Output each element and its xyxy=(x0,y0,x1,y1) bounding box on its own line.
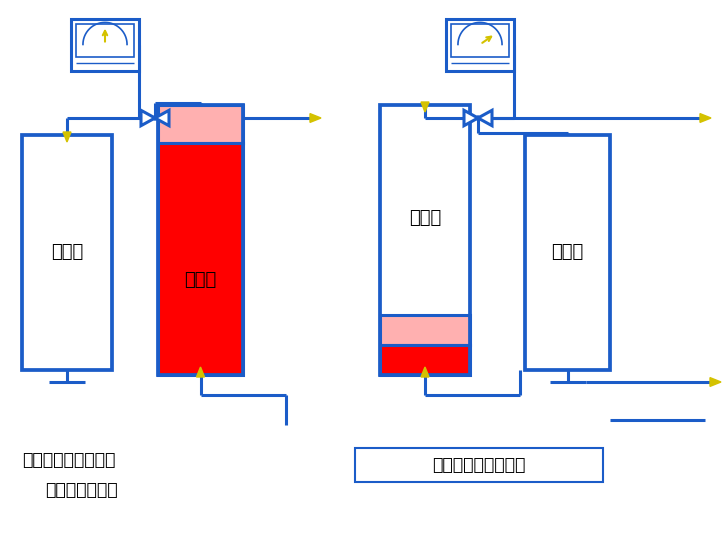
Polygon shape xyxy=(710,378,721,386)
Polygon shape xyxy=(155,111,169,126)
Bar xyxy=(451,24,509,57)
Polygon shape xyxy=(197,367,205,377)
Bar xyxy=(380,345,470,375)
Polygon shape xyxy=(63,132,71,142)
Bar xyxy=(76,24,134,57)
Text: 干燥腔: 干燥腔 xyxy=(184,272,217,289)
Polygon shape xyxy=(700,114,711,122)
Circle shape xyxy=(476,116,480,120)
Bar xyxy=(380,315,470,345)
Circle shape xyxy=(153,116,157,120)
Text: 再生气消耗停止: 再生气消耗停止 xyxy=(45,481,118,499)
Polygon shape xyxy=(421,102,429,112)
Text: 再生腔: 再生腔 xyxy=(51,243,83,261)
Polygon shape xyxy=(421,367,429,377)
Polygon shape xyxy=(464,111,478,126)
Bar xyxy=(525,135,610,370)
Polygon shape xyxy=(478,111,492,126)
Text: 再生腔切换成干燥腔: 再生腔切换成干燥腔 xyxy=(432,456,526,474)
Bar xyxy=(22,135,112,370)
Bar xyxy=(158,105,243,143)
Bar xyxy=(446,19,514,71)
Polygon shape xyxy=(141,111,155,126)
Bar xyxy=(158,105,243,375)
Polygon shape xyxy=(310,114,321,122)
Bar xyxy=(158,143,243,375)
Bar xyxy=(71,19,139,71)
Text: 干燥腔: 干燥腔 xyxy=(409,209,441,228)
Bar xyxy=(380,105,470,375)
Text: 露点探头检测切换点: 露点探头检测切换点 xyxy=(22,451,115,469)
Bar xyxy=(355,448,603,482)
Text: 再生腔: 再生腔 xyxy=(551,243,584,261)
